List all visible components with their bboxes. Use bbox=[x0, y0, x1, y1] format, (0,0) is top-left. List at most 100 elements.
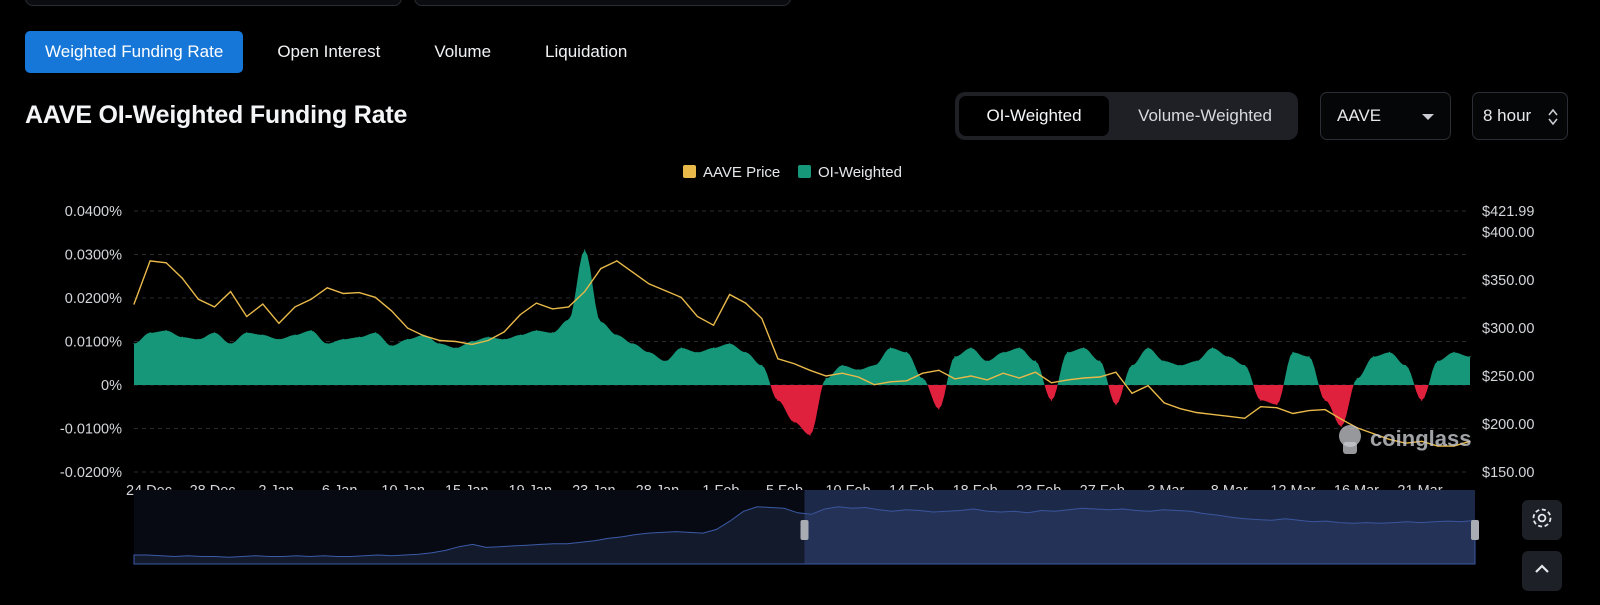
price-point bbox=[165, 262, 167, 264]
funding-point bbox=[1050, 399, 1053, 401]
funding-point bbox=[551, 332, 554, 334]
funding-point bbox=[1469, 356, 1471, 358]
price-point bbox=[793, 362, 795, 365]
funding-point bbox=[970, 347, 972, 349]
price-point bbox=[632, 271, 634, 274]
interval-select[interactable]: 8 hour bbox=[1472, 92, 1568, 140]
tab-weighted-funding-rate[interactable]: Weighted Funding Rate bbox=[25, 31, 244, 73]
volume-weighted-button[interactable]: Volume-Weighted bbox=[1138, 106, 1272, 125]
symbol-select[interactable]: AAVE bbox=[1320, 92, 1451, 140]
price-point bbox=[229, 290, 232, 293]
price-point bbox=[1308, 409, 1310, 412]
funding-point bbox=[1066, 351, 1069, 353]
funding-point bbox=[471, 340, 473, 343]
price-point bbox=[1324, 409, 1326, 411]
price-point bbox=[551, 308, 554, 310]
price-point bbox=[1421, 440, 1423, 442]
coinglass-wordmark: coinglass bbox=[1370, 426, 1471, 451]
filter-field-right[interactable] bbox=[414, 0, 791, 6]
funding-point bbox=[1437, 360, 1439, 362]
tab-open-interest[interactable]: Open Interest bbox=[277, 42, 381, 61]
price-point bbox=[1227, 415, 1230, 417]
price-point bbox=[777, 358, 779, 360]
funding-point bbox=[487, 336, 489, 338]
price-point bbox=[1244, 417, 1246, 419]
funding-point bbox=[1195, 360, 1197, 362]
price-point bbox=[680, 296, 682, 298]
funding-point bbox=[294, 334, 296, 336]
price-point bbox=[986, 379, 988, 381]
page-title: AAVE OI-Weighted Funding Rate bbox=[25, 101, 408, 129]
price-point bbox=[889, 381, 892, 383]
chart-svg: AAVE Price OI-Weighted 0.0400% 0.0300% 0.020… bbox=[60, 164, 1534, 565]
funding-point bbox=[1260, 399, 1262, 401]
left-axis-label: -0.0100% bbox=[60, 422, 122, 438]
funding-point bbox=[407, 338, 409, 340]
price-point bbox=[181, 277, 183, 279]
funding-point bbox=[584, 249, 586, 251]
legend-swatch-price bbox=[683, 165, 696, 178]
price-point bbox=[310, 298, 312, 300]
funding-point bbox=[535, 330, 538, 332]
price-point bbox=[1083, 377, 1085, 379]
funding-point bbox=[712, 347, 715, 349]
price-point bbox=[1453, 445, 1455, 447]
funding-point bbox=[149, 332, 151, 334]
caret-down-icon bbox=[1422, 114, 1434, 120]
right-axis-label: $150.00 bbox=[1482, 465, 1534, 481]
price-point bbox=[825, 375, 827, 377]
price-point bbox=[455, 340, 457, 343]
funding-point bbox=[568, 319, 570, 321]
price-point bbox=[922, 372, 924, 374]
funding-point bbox=[632, 343, 634, 345]
price-point bbox=[294, 306, 296, 308]
oi-weighted-button[interactable]: OI-Weighted bbox=[959, 96, 1109, 136]
funding-positive-area bbox=[134, 250, 1470, 385]
interval-select-value: 8 hour bbox=[1483, 106, 1532, 125]
price-point bbox=[1002, 372, 1004, 374]
right-axis-label: $250.00 bbox=[1482, 369, 1534, 385]
price-point bbox=[278, 322, 280, 324]
tab-liquidation[interactable]: Liquidation bbox=[545, 42, 628, 61]
price-point bbox=[873, 384, 876, 386]
funding-point bbox=[938, 408, 940, 410]
price-point bbox=[954, 378, 956, 380]
price-point bbox=[1388, 438, 1391, 440]
filter-field-left[interactable] bbox=[25, 0, 402, 6]
chart-legend: AAVE Price OI-Weighted bbox=[683, 164, 902, 181]
price-point bbox=[213, 306, 216, 308]
price-point bbox=[1115, 371, 1117, 373]
funding-point bbox=[1405, 364, 1407, 367]
funding-point bbox=[1453, 351, 1455, 353]
scroll-top-button[interactable] bbox=[1522, 551, 1562, 591]
funding-point bbox=[1131, 364, 1133, 367]
price-point bbox=[342, 292, 344, 295]
price-point bbox=[809, 369, 811, 371]
tab-volume[interactable]: Volume bbox=[434, 42, 492, 61]
price-point bbox=[246, 315, 248, 318]
funding-point bbox=[873, 364, 876, 367]
price-point bbox=[1066, 379, 1069, 381]
price-point bbox=[358, 291, 360, 294]
coinglass-watermark: coinglass bbox=[1339, 425, 1471, 454]
navigator-handle-left[interactable] bbox=[800, 520, 809, 540]
funding-point bbox=[696, 351, 698, 353]
funding-point bbox=[310, 330, 312, 332]
range-navigator bbox=[133, 490, 1479, 565]
price-point bbox=[423, 335, 425, 337]
funding-point bbox=[1099, 360, 1101, 362]
price-point bbox=[374, 296, 377, 298]
right-axis-label: $350.00 bbox=[1482, 273, 1534, 289]
funding-point bbox=[503, 338, 505, 340]
right-axis-label: $400.00 bbox=[1482, 225, 1534, 241]
funding-point bbox=[825, 377, 827, 380]
price-point bbox=[390, 310, 393, 312]
navigator-handle-right[interactable] bbox=[1471, 520, 1479, 540]
funding-point bbox=[616, 334, 618, 336]
funding-point bbox=[600, 321, 602, 323]
funding-point bbox=[358, 336, 360, 338]
price-point bbox=[326, 287, 328, 289]
funding-point bbox=[857, 369, 859, 371]
funding-point bbox=[1018, 347, 1020, 349]
chart-settings-button[interactable] bbox=[1522, 500, 1562, 540]
